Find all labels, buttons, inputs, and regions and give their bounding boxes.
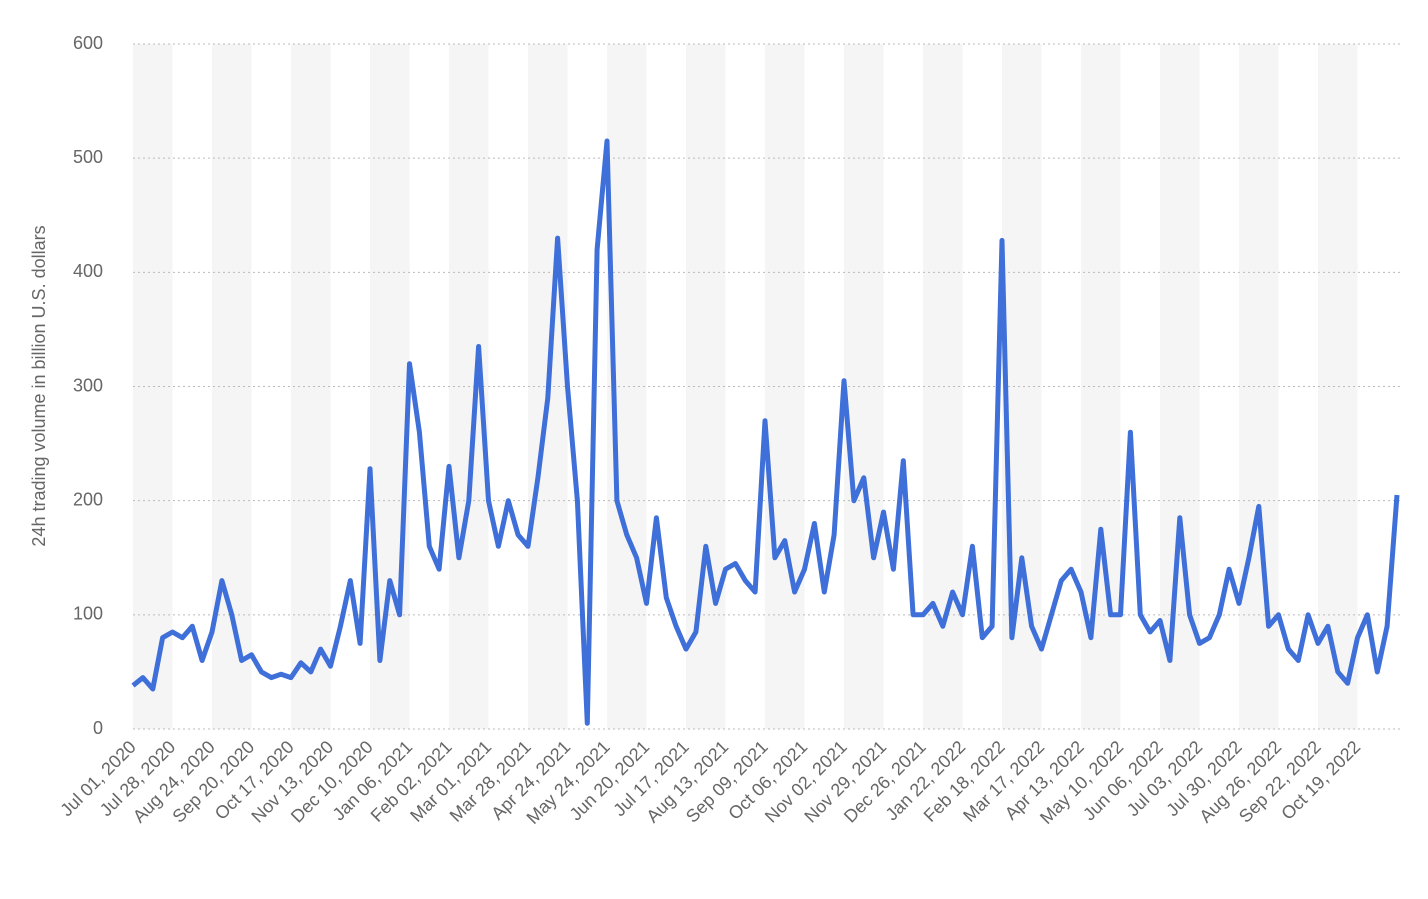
line bbox=[131, 138, 1400, 726]
y-tick-label: 300 bbox=[73, 375, 103, 395]
y-tick-label: 0 bbox=[93, 718, 103, 738]
y-axis-label: 24h trading volume in billion U.S. dolla… bbox=[29, 225, 49, 546]
y-tick-label: 200 bbox=[73, 489, 103, 509]
y-tick-label: 600 bbox=[73, 33, 103, 53]
y-tick-label: 500 bbox=[73, 147, 103, 167]
y-tick-label: 100 bbox=[73, 604, 103, 624]
y-tick-label: 400 bbox=[73, 261, 103, 281]
